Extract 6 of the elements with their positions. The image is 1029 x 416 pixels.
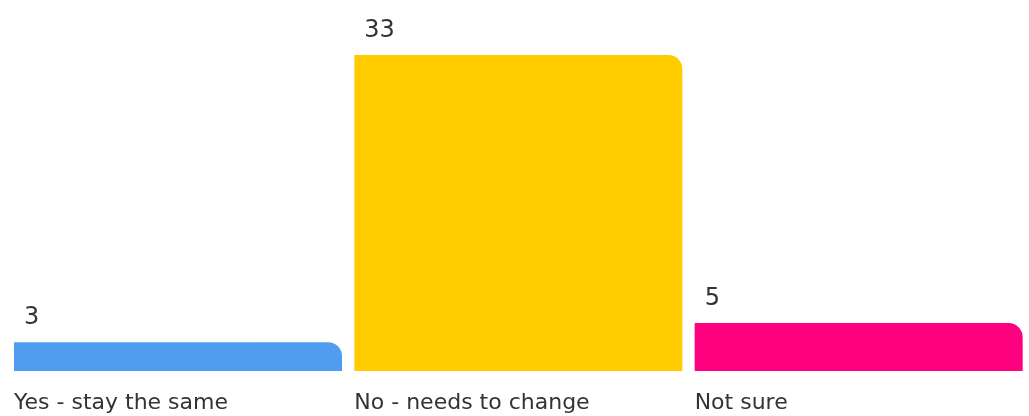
data-label: 5 <box>704 283 720 312</box>
x-tick-label: No - needs to change <box>354 389 590 414</box>
x-tick-label: Not sure <box>694 389 788 414</box>
x-tick-label: Yes - stay the same <box>13 389 229 414</box>
data-label: 33 <box>364 15 395 43</box>
data-label: 3 <box>24 302 40 331</box>
